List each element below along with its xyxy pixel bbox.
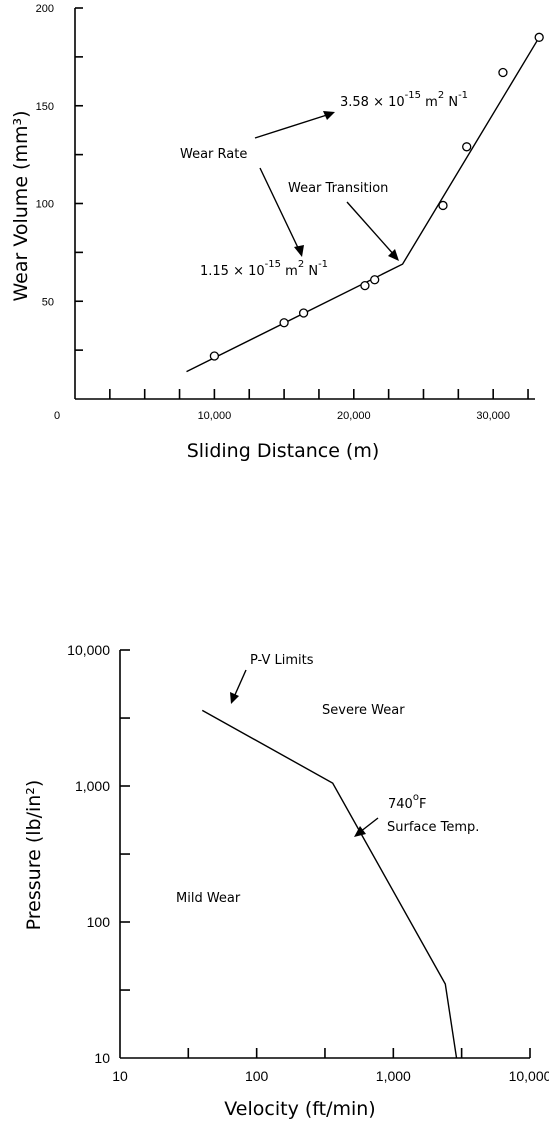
mild-wear-label: Mild Wear: [176, 891, 241, 906]
x-tick-label: 10,000: [509, 1068, 549, 1084]
x-tick-label: 10: [112, 1068, 128, 1084]
arrow-to-temp-line: [354, 817, 379, 837]
x-tick-label: 20,000: [337, 410, 371, 422]
arrow-to-transition: [346, 201, 399, 261]
y-tick-label: 100: [87, 914, 111, 930]
x-tick-label: 10,000: [198, 410, 232, 422]
rate-high-label: 3.58 × 10-15 m2 N-1: [340, 90, 468, 110]
x-axis-label: Sliding Distance (m): [187, 440, 380, 462]
arrow-to-pv-limits: [230, 669, 247, 704]
arrow-to-rate-low: [259, 167, 304, 257]
y-tick-label: 10,000: [67, 642, 110, 658]
y-tick-label: 150: [36, 101, 54, 113]
y-axis-label: Pressure (lb/in²): [23, 780, 45, 931]
temp-label: 740oF: [388, 792, 426, 812]
y-tick-label: 100: [36, 199, 54, 211]
x-tick-label: 100: [245, 1068, 269, 1084]
data-point: [298, 308, 309, 318]
y-axis-label: Wear Volume (mm³): [10, 110, 32, 301]
pv-limits-label: P-V Limits: [250, 653, 314, 668]
severe-wear-label: Severe Wear: [322, 703, 405, 718]
data-point: [534, 32, 544, 42]
pv-limits-chart: 10 100 1,000 10,000 10 100 1,000 10,000 Velocit…: [23, 642, 549, 1120]
x-tick-label: 30,000: [476, 410, 510, 422]
data-point: [279, 318, 289, 328]
data-point: [438, 200, 448, 211]
wear-volume-chart: 0 10,000 20,000 30,000 50 100 150 200 Sliding D…: [10, 3, 544, 462]
wear-rate-label: Wear Rate: [180, 147, 247, 162]
surface-temp-label: Surface Temp.: [387, 820, 479, 835]
x-axis-label: Velocity (ft/min): [224, 1098, 375, 1120]
y-tick-label: 200: [36, 3, 54, 15]
y-tick-label: 50: [42, 296, 54, 308]
data-point: [209, 351, 220, 361]
x-tick-label: 0: [54, 410, 60, 422]
data-point: [370, 275, 380, 285]
data-point: [360, 280, 370, 291]
arrow-to-rate-high: [254, 111, 335, 139]
y-tick-label: 10: [94, 1050, 110, 1066]
wear-transition-label: Wear Transition: [288, 181, 388, 196]
data-point: [498, 67, 508, 78]
pv-limit-line: [201, 709, 458, 1059]
y-tick-label: 1,000: [75, 778, 110, 794]
rate-low-label: 1.15 × 10-15 m2 N-1: [200, 259, 328, 279]
x-tick-label: 1,000: [376, 1068, 411, 1084]
data-point: [462, 142, 472, 152]
trend-line: [186, 36, 540, 373]
